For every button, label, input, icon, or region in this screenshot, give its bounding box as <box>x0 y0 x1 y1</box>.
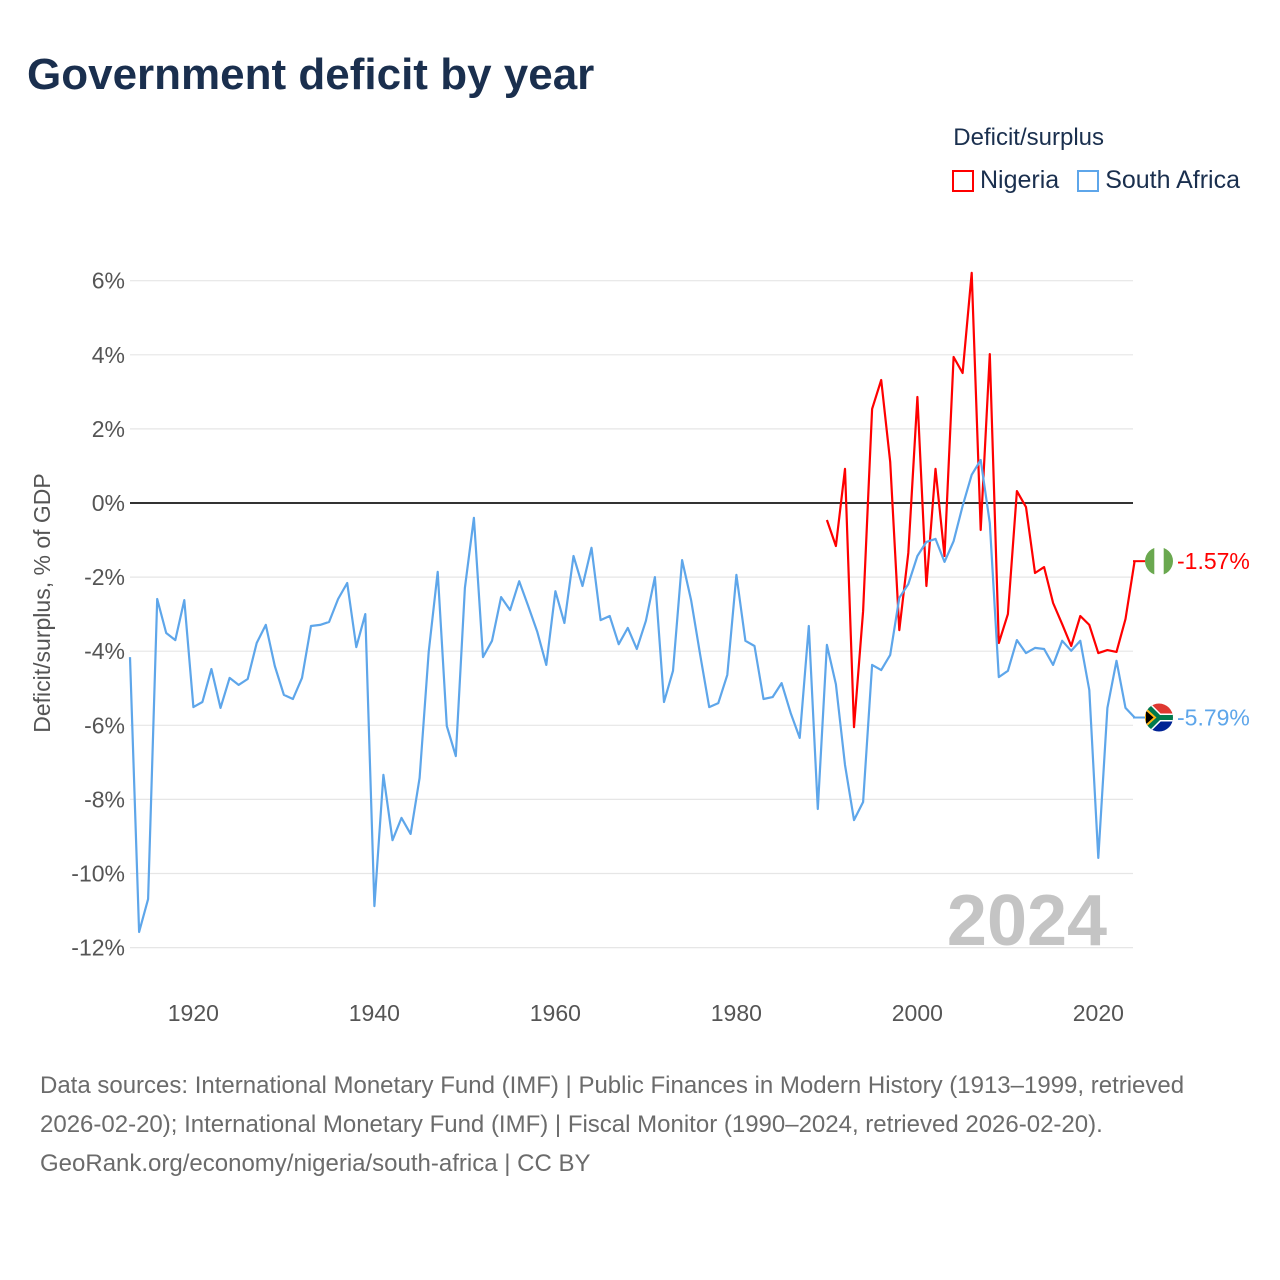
y-tick-label: -6% <box>84 712 125 738</box>
data-sources: Data sources: International Monetary Fun… <box>40 1072 1185 1138</box>
y-tick-label: -10% <box>71 861 125 887</box>
x-tick-label: 1920 <box>168 1000 219 1026</box>
y-tick-label: 0% <box>92 490 125 516</box>
y-tick-label: 6% <box>92 268 125 294</box>
legend-title: Deficit/surplus <box>953 124 1104 151</box>
y-tick-label: -8% <box>84 786 125 812</box>
credit-link[interactable]: GeoRank.org/economy/nigeria/south-africa… <box>40 1150 591 1177</box>
y-tick-label: -2% <box>84 564 125 590</box>
x-tick-label: 1980 <box>711 1000 762 1026</box>
y-tick-label: 4% <box>92 342 125 368</box>
flag-black <box>1145 706 1157 729</box>
legend-label-south-africa: South Africa <box>1105 166 1240 194</box>
flag-green <box>1163 547 1173 576</box>
legend-swatch-nigeria <box>951 169 974 192</box>
x-tick-label: 2020 <box>1073 1000 1124 1026</box>
legend-swatch-south-africa <box>1077 169 1100 192</box>
chart-title: Government deficit by year <box>27 50 595 99</box>
end-label-south-africa: -5.79% <box>1177 705 1250 731</box>
legend: Nigeria South Africa <box>951 166 1240 195</box>
legend-item-south-africa[interactable]: South Africa <box>1077 166 1240 195</box>
x-tick-label: 2000 <box>892 1000 943 1026</box>
watermark-year: 2024 <box>947 881 1107 961</box>
end-label-nigeria: -1.57% <box>1177 548 1250 574</box>
south-africa-flag-icon <box>1145 703 1173 732</box>
y-axis-label: Deficit/surplus, % of GDP <box>29 473 55 732</box>
y-tick-label: 2% <box>92 416 125 442</box>
line-chart: 2024 Deficit/surplus, % of GDP 6% 4% 2% 0% -… <box>29 268 1250 1026</box>
x-tick-label: 1960 <box>530 1000 581 1026</box>
y-tick-label: -12% <box>71 935 125 961</box>
y-tick-label: -4% <box>84 638 125 664</box>
footer: Data sources: International Monetary Fun… <box>40 1066 1240 1183</box>
flag-green <box>1145 547 1155 576</box>
x-tick-label: 1940 <box>349 1000 400 1026</box>
series-line-south-africa <box>128 458 1136 934</box>
series-line-nigeria <box>825 271 1136 729</box>
legend-label-nigeria: Nigeria <box>979 166 1060 194</box>
flag-body <box>1145 703 1173 732</box>
nigeria-flag-icon <box>1145 547 1173 576</box>
legend-item-nigeria[interactable]: Nigeria <box>951 166 1060 195</box>
flag-body <box>1145 547 1173 576</box>
